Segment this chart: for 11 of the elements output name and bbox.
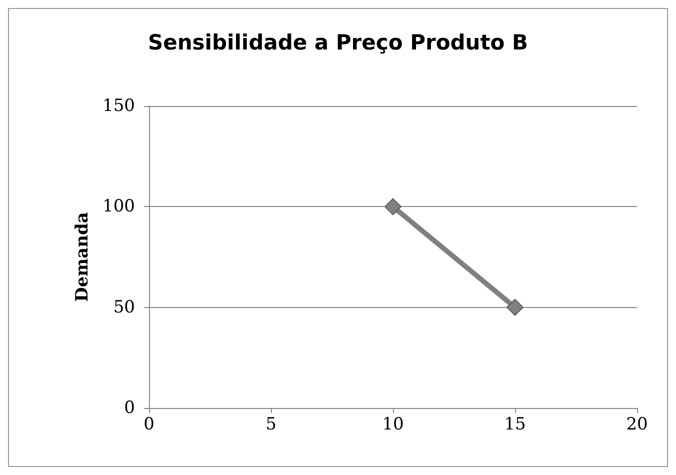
x-tick-label: 10 (382, 414, 404, 434)
y-tick-label: 0 (124, 398, 135, 418)
y-tick-label: 50 (113, 297, 135, 318)
x-tick-label: 5 (266, 414, 276, 434)
chart-title: Sensibilidade a Preço Produto B (148, 30, 528, 54)
x-tick-label: 20 (626, 414, 648, 434)
x-tick-label: 0 (144, 414, 154, 434)
y-tick-label: 150 (102, 96, 135, 116)
y-tick-label: 100 (102, 196, 135, 217)
y-axis-title: Demanda (72, 212, 92, 302)
x-tick-label: 15 (504, 414, 526, 434)
